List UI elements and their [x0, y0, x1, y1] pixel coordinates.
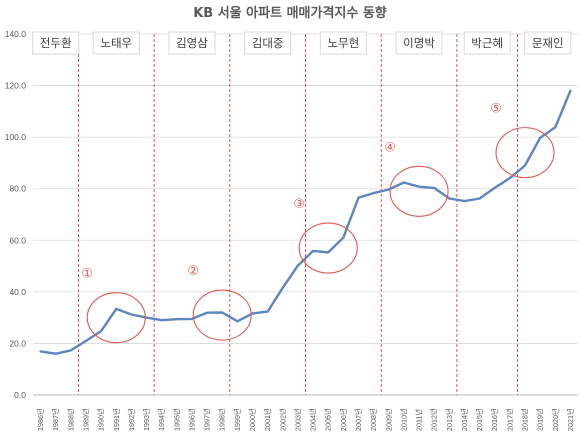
- x-tick-label: 2005년: [324, 408, 333, 431]
- x-tick-label: 2010년: [399, 408, 408, 431]
- x-tick-label: 1988년: [66, 408, 75, 431]
- y-tick-label: 140.0: [5, 29, 27, 39]
- x-tick-label: 2003년: [293, 408, 302, 431]
- annotation-marker: ④: [384, 140, 396, 155]
- x-axis-ticks: 1986년 1987년 1988년 1989년 1990년 1991년 1992년 1993년…: [36, 408, 575, 431]
- x-tick-label: 1995년: [172, 408, 181, 431]
- x-tick-label: 1996년: [187, 408, 196, 431]
- era-label: 이명박: [403, 36, 435, 50]
- era-label: 전두환: [40, 36, 72, 50]
- era-label-box: [244, 31, 292, 55]
- era-label: 박근혜: [471, 36, 503, 50]
- y-tick-label: 60.0: [9, 235, 26, 245]
- annotation-marker: ⑤: [490, 102, 502, 117]
- x-tick-label: 2018년: [521, 408, 530, 431]
- era-label-box: [524, 31, 572, 55]
- x-tick-label: 2007년: [354, 408, 363, 431]
- era-label-box: [395, 31, 443, 55]
- era-label-box: [168, 31, 216, 55]
- annotation-marker: ②: [187, 264, 199, 279]
- x-tick-label: 2000년: [248, 408, 257, 431]
- x-tick-label: 2008년: [369, 408, 378, 431]
- x-tick-label: 2019년: [536, 408, 545, 431]
- annotation-ellipse: [86, 292, 146, 344]
- gridlines: [33, 33, 578, 396]
- era-label: 노태우: [100, 36, 132, 50]
- x-tick-label: 1994년: [157, 408, 166, 431]
- x-tick-label: 2020년: [551, 408, 560, 431]
- era-label: 노무현: [327, 36, 359, 50]
- annotations: ① ② ③ ④ ⑤: [81, 102, 555, 344]
- era-label: 문재인: [532, 36, 564, 50]
- x-tick-label: 2006년: [339, 408, 348, 431]
- era-label: 김대중: [252, 36, 284, 50]
- x-tick-label: 2014년: [460, 408, 469, 431]
- x-tick-label: 1990년: [97, 408, 106, 431]
- x-tick-label: 1998년: [218, 408, 227, 431]
- annotation-ellipse: [495, 127, 555, 179]
- x-tick-label: 2001년: [263, 408, 272, 431]
- x-tick-label: 2015년: [475, 408, 484, 431]
- x-tick-label: 2004년: [309, 408, 318, 431]
- x-tick-label: 1999년: [233, 408, 242, 431]
- series-line: [39, 89, 572, 355]
- y-axis-ticks: 0.0 20.0 40.0 60.0 80.0 100.0 120.0 140.0: [5, 29, 27, 400]
- era-dividers: [77, 34, 518, 395]
- era-label-box: [32, 31, 80, 55]
- y-tick-label: 0.0: [14, 390, 26, 400]
- x-tick-label: 2002년: [278, 408, 287, 431]
- x-tick-label: 1987년: [51, 408, 60, 431]
- x-tick-label: 1991년: [112, 408, 121, 431]
- annotation-ellipse: [192, 289, 252, 341]
- era-label-box: [92, 31, 140, 55]
- x-tick-label: 2017년: [505, 408, 514, 431]
- y-tick-label: 80.0: [9, 184, 26, 194]
- x-tick-label: 1993년: [142, 408, 151, 431]
- chart-title: KB 서울 아파트 매매가격지수 동향: [193, 5, 387, 21]
- annotation-marker: ③: [293, 197, 305, 212]
- y-tick-label: 40.0: [9, 287, 26, 297]
- era-label: 김영삼: [176, 36, 208, 50]
- series: [39, 89, 572, 355]
- era-labels: 전두환 노태우 김영삼 김대중 노무현 이명박 박근혜 문재인: [32, 31, 572, 55]
- x-tick-label: 1989년: [81, 408, 90, 431]
- era-label-box: [463, 31, 511, 55]
- x-tick-label: 2021년: [566, 408, 575, 431]
- x-tick-label: 2009년: [384, 408, 393, 431]
- x-tick-label: 2016년: [490, 408, 499, 431]
- x-tick-label: 2012년: [430, 408, 439, 431]
- x-tick-label: 1986년: [36, 408, 45, 431]
- x-tick-label: 1992년: [127, 408, 136, 431]
- annotation-marker: ①: [81, 267, 93, 282]
- era-label-box: [319, 31, 367, 55]
- x-tick-label: 1997년: [203, 408, 212, 431]
- annotation-ellipse: [389, 165, 449, 217]
- y-tick-label: 20.0: [9, 338, 26, 348]
- x-tick-label: 2013년: [445, 408, 454, 431]
- x-tick-label: 2011년: [415, 409, 424, 431]
- y-tick-label: 100.0: [5, 132, 27, 142]
- y-tick-label: 120.0: [5, 81, 27, 91]
- annotation-ellipse: [298, 222, 358, 274]
